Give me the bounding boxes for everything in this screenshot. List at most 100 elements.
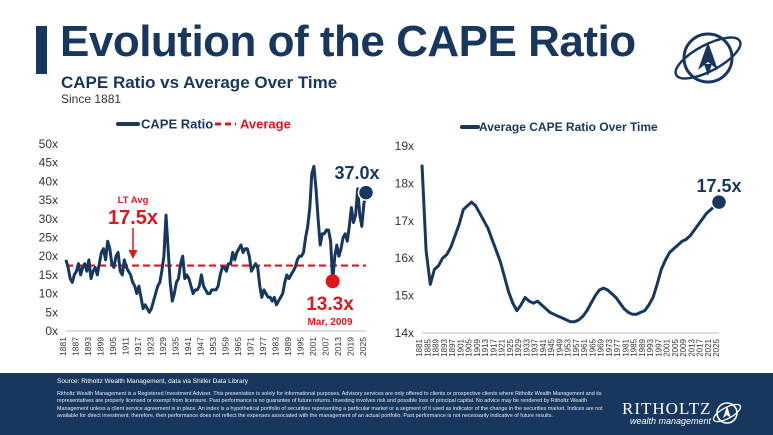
avg-xtick-label: 1925 <box>506 338 515 356</box>
cape-xtick-label: 2013 <box>333 337 343 356</box>
avg-xtick-label: 2009 <box>679 338 688 356</box>
avg-cape-line <box>420 164 721 324</box>
avg-xtick-label: 1981 <box>621 338 630 356</box>
avg-xtick-label: 1897 <box>448 338 457 356</box>
legend-avg-cape-label: Average CAPE Ratio Over Time <box>479 120 658 134</box>
low-date-label: Mar, 2009 <box>307 317 352 328</box>
avg-xtick-label: 1905 <box>465 338 474 356</box>
avg-xtick-label: 2005 <box>671 338 680 356</box>
cape-xtick-label: 1953 <box>208 337 218 356</box>
avg-xtick-label: 1881 <box>415 338 424 356</box>
current-cape-marker <box>357 184 375 201</box>
cape-ytick-label: 35x <box>39 193 58 207</box>
lt-avg-value: 17.5x <box>108 207 158 229</box>
avg-ytick-label: 14x <box>395 326 414 340</box>
cape-xtick-label: 2025 <box>358 337 368 356</box>
avg-xtick-label: 1893 <box>440 338 449 356</box>
avg-ytick-label: 18x <box>395 176 414 190</box>
avg-xtick-label: 2021 <box>704 338 713 356</box>
legend-cape-label: CAPE Ratio <box>141 117 213 132</box>
cape-xtick-label: 1977 <box>258 337 268 356</box>
avg-xtick-label: 1993 <box>646 338 655 356</box>
avg-xtick-label: 2001 <box>663 338 672 356</box>
cape-ytick-label: 30x <box>39 212 58 226</box>
avg-ytick-label: 17x <box>395 214 414 228</box>
avg-xtick-label: 1953 <box>564 338 573 356</box>
low-value-label: 13.3x <box>306 294 354 315</box>
since-label: Since 1881 <box>61 92 122 106</box>
cape-xtick-label: 1935 <box>171 337 181 356</box>
cape-xtick-label: 1893 <box>83 337 93 356</box>
cape-ytick-label: 25x <box>39 231 58 245</box>
avg-xtick-label: 1909 <box>473 338 482 356</box>
avg-xtick-label: 1933 <box>522 338 531 356</box>
avg-xtick-label: 1977 <box>613 338 622 356</box>
avg-xtick-label: 1913 <box>481 338 490 356</box>
footer-logo-icon <box>712 402 742 424</box>
footer-disclaimer: Ritholtz Wealth Management is a Register… <box>57 391 603 420</box>
cape-xtick-label: 1989 <box>283 337 293 356</box>
avg-xtick-label: 2017 <box>696 338 705 356</box>
avg-xtick-label: 1985 <box>630 338 639 356</box>
avg-xtick-label: 1885 <box>423 338 432 356</box>
page-title: Evolution of the CAPE Ratio <box>60 17 636 66</box>
avg-xtick-label: 1969 <box>597 338 606 356</box>
cape-xtick-label: 1881 <box>58 337 68 356</box>
avg-ytick-label: 19x <box>395 139 414 153</box>
cape-xtick-label: 1905 <box>108 337 118 356</box>
avg-xtick-label: 1889 <box>432 338 441 356</box>
cape-ytick-label: 40x <box>39 174 58 188</box>
low-point-marker <box>325 274 340 289</box>
footer-tagline: wealth management <box>630 416 712 426</box>
avg-xtick-label: 1945 <box>547 338 556 356</box>
cape-xtick-label: 1917 <box>133 337 143 356</box>
avg-xtick-label: 1941 <box>539 338 548 356</box>
legend-average-label: Average <box>240 117 291 132</box>
cape-xtick-label: 1941 <box>183 337 193 356</box>
avg-xtick-label: 1929 <box>514 338 523 356</box>
avg-ytick-label: 15x <box>395 289 414 303</box>
avg-xtick-label: 1937 <box>531 338 540 356</box>
title-accent-bar <box>36 26 47 74</box>
cape-xtick-label: 2007 <box>321 337 331 356</box>
footer: Source: Ritholtz Wealth Management, data… <box>0 373 773 435</box>
cape-xtick-label: 1887 <box>71 337 81 356</box>
cape-xtick-label: 2019 <box>346 337 356 356</box>
cape-xtick-label: 1959 <box>221 337 231 356</box>
cape-xtick-label: 1929 <box>158 337 168 356</box>
avg-xtick-label: 1989 <box>638 338 647 356</box>
avg-xtick-label: 1997 <box>654 338 663 356</box>
lt-avg-label: LT Avg <box>118 195 149 206</box>
footer-brand: RITHOLTZ <box>622 399 712 418</box>
lt-avg-arrowhead <box>128 250 138 259</box>
avg-xtick-label: 2025 <box>712 338 721 356</box>
cape-ytick-label: 20x <box>39 249 58 263</box>
cape-xtick-label: 1947 <box>196 337 206 356</box>
cape-xtick-label: 1983 <box>271 337 281 356</box>
avg-xtick-label: 1949 <box>555 338 564 356</box>
cape-xtick-label: 1995 <box>296 337 306 356</box>
cape-line <box>64 164 368 314</box>
cape-ytick-label: 15x <box>39 268 58 282</box>
ritholtz-logo-icon <box>674 32 742 84</box>
avg-ytick-label: 16x <box>395 251 414 265</box>
cape-ytick-label: 0x <box>45 324 58 338</box>
avg-xtick-label: 1917 <box>489 338 498 356</box>
page-subtitle: CAPE Ratio vs Average Over Time <box>61 73 338 92</box>
cape-ytick-label: 50x <box>39 137 58 151</box>
cape-xtick-label: 1899 <box>96 337 106 356</box>
cape-xtick-label: 2001 <box>308 337 318 356</box>
current-average-label: 17.5x <box>696 176 741 196</box>
avg-xtick-label: 1921 <box>498 338 507 356</box>
cape-ytick-label: 10x <box>39 287 58 301</box>
cape-xtick-label: 1911 <box>121 337 131 356</box>
avg-xtick-label: 1973 <box>605 338 614 356</box>
current-average-marker <box>710 193 728 211</box>
cape-ytick-label: 45x <box>39 156 58 170</box>
cape-xtick-label: 1923 <box>146 337 156 356</box>
cape-xtick-label: 1965 <box>233 337 243 356</box>
cape-xtick-label: 1971 <box>246 337 256 356</box>
avg-xtick-label: 2013 <box>687 338 696 356</box>
avg-xtick-label: 1901 <box>456 338 465 356</box>
